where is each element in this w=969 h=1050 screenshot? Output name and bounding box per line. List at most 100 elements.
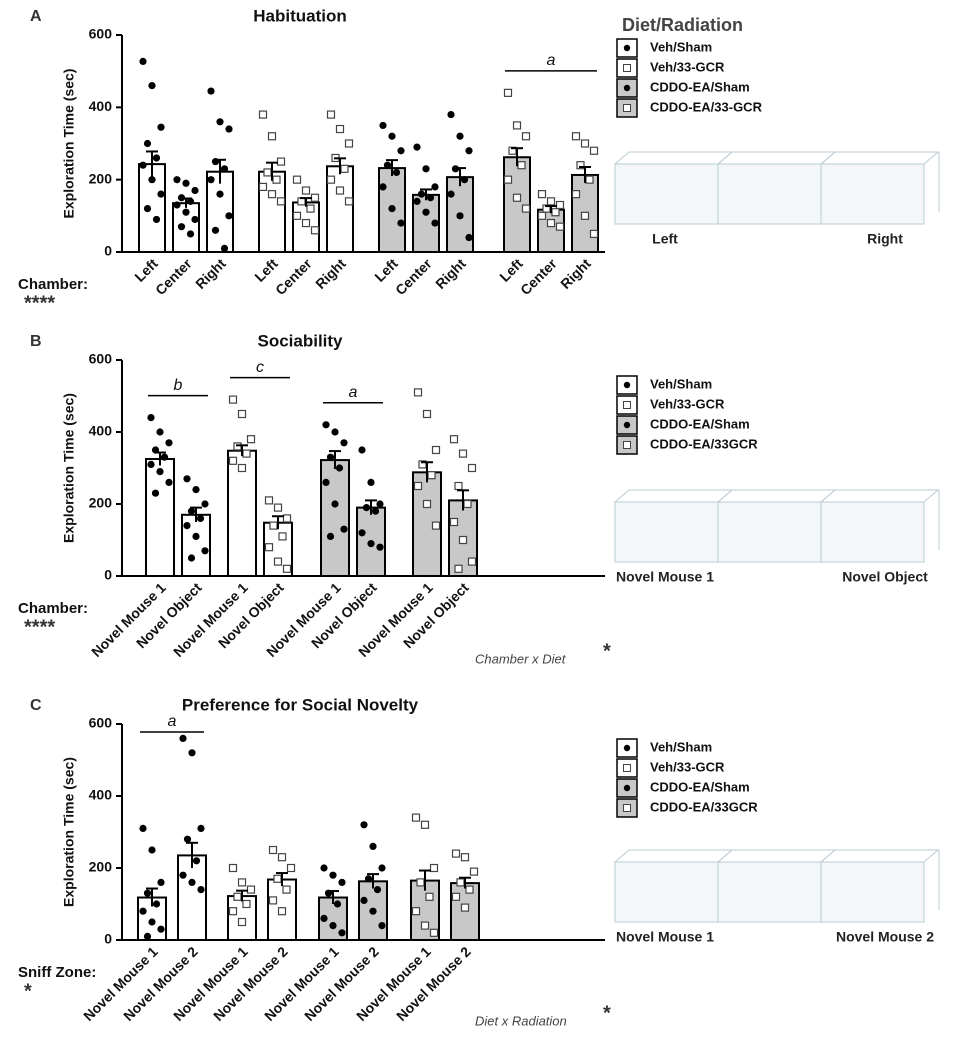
x-tick-label: Left <box>371 255 401 285</box>
y-tick-label: 200 <box>89 859 113 875</box>
chamber <box>614 861 719 923</box>
data-point <box>447 110 455 119</box>
data-point <box>340 164 349 173</box>
data-point <box>139 57 147 66</box>
data-point <box>465 147 473 155</box>
legend-label: CDDO-EA/33GCR <box>650 799 758 814</box>
data-point <box>263 168 272 177</box>
data-point <box>420 921 430 930</box>
data-point <box>228 907 238 916</box>
data-point <box>555 222 565 231</box>
data-point <box>157 123 165 131</box>
data-point <box>188 878 196 887</box>
data-point <box>431 183 439 191</box>
chamber-top <box>717 849 837 863</box>
data-point <box>379 121 387 130</box>
y-tick-label: 400 <box>89 787 113 803</box>
data-point <box>152 154 161 162</box>
chamber <box>820 163 925 225</box>
data-point <box>469 867 479 876</box>
data-point <box>411 907 421 916</box>
data-point <box>310 193 320 202</box>
legend-label: CDDO-EA/33-GCR <box>650 99 763 114</box>
legend-marker <box>623 104 631 112</box>
data-point <box>369 907 377 915</box>
data-point <box>426 194 435 202</box>
data-point <box>320 864 328 872</box>
data-point <box>329 922 337 930</box>
data-point <box>413 481 423 491</box>
diagram-label: Novel Mouse 1 <box>616 569 714 585</box>
data-point <box>458 535 468 545</box>
data-point <box>383 161 392 169</box>
data-point <box>431 219 439 227</box>
legend-label: Veh/Sham <box>650 376 712 391</box>
data-point <box>388 205 396 213</box>
chamber <box>717 501 822 563</box>
chamber-top <box>614 151 734 165</box>
data-point <box>173 201 181 209</box>
data-point <box>331 500 339 508</box>
data-point <box>537 211 547 220</box>
data-point <box>420 820 430 829</box>
sig-letter: a <box>168 713 177 730</box>
data-point <box>411 813 421 822</box>
interaction-label: Diet x Radiation <box>475 1013 567 1028</box>
data-point <box>157 878 165 887</box>
data-point <box>456 878 465 887</box>
data-point <box>282 514 292 523</box>
data-point <box>358 446 366 454</box>
data-point <box>427 471 436 480</box>
bar <box>145 458 175 577</box>
data-point <box>183 475 191 483</box>
data-point <box>456 132 464 140</box>
data-point <box>413 143 421 151</box>
data-point <box>211 226 220 234</box>
y-tick-label: 0 <box>104 243 112 259</box>
chamber-top <box>717 489 837 503</box>
arena-diagram <box>614 489 940 563</box>
data-point <box>157 190 165 198</box>
data-point <box>216 190 224 198</box>
data-point <box>503 88 513 97</box>
chamber-top <box>717 151 837 165</box>
legend-marker <box>623 784 631 792</box>
data-point <box>546 197 556 206</box>
legend-label: CDDO-EA/Sham <box>650 79 750 94</box>
data-point <box>422 165 430 173</box>
data-point <box>277 853 287 862</box>
data-point <box>242 899 251 909</box>
data-point <box>186 230 195 238</box>
data-point <box>187 554 196 562</box>
data-point <box>139 161 147 169</box>
data-point <box>451 892 461 901</box>
legend-label: Veh/Sham <box>650 39 712 54</box>
diagram-label: Right <box>867 231 903 247</box>
data-point <box>151 489 160 497</box>
data-point <box>465 885 474 894</box>
data-point <box>197 824 205 833</box>
factor-stars: * <box>24 980 32 1002</box>
panel-label: C <box>30 697 42 714</box>
data-point <box>228 863 238 873</box>
bar <box>177 854 207 942</box>
data-point <box>188 749 196 757</box>
data-point <box>367 540 375 548</box>
x-tick-label: Right <box>192 255 229 292</box>
x-tick-label: Right <box>312 255 349 292</box>
y-axis-label: Exploration Time (sec) <box>61 393 77 543</box>
data-point <box>589 229 599 239</box>
diagram-label: Novel Mouse 2 <box>836 929 934 945</box>
chamber-top <box>614 489 734 503</box>
data-point <box>425 892 434 901</box>
data-point <box>429 863 439 873</box>
data-point <box>264 543 274 552</box>
data-point <box>306 204 315 213</box>
data-point <box>340 439 348 447</box>
data-point <box>258 110 268 119</box>
sig-letter: a <box>349 384 358 401</box>
data-point <box>237 878 247 887</box>
x-tick-label: Left <box>251 255 281 285</box>
data-point <box>397 147 405 155</box>
